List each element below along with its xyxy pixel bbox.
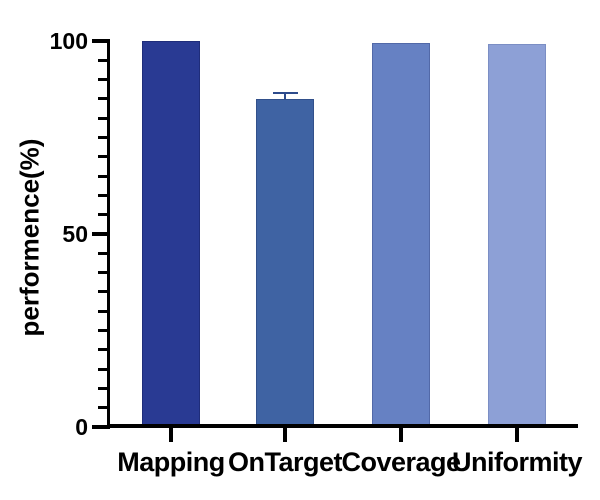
y-axis-minor-tick (98, 136, 108, 139)
y-axis-line (107, 39, 110, 429)
y-axis-minor-tick (98, 78, 108, 82)
y-axis-minor-tick (98, 174, 108, 178)
error-bar-cap (272, 91, 298, 95)
bar-coverage (372, 42, 430, 427)
x-axis-tick (283, 428, 287, 442)
y-axis-minor-tick (98, 251, 108, 255)
x-category-label-coverage: Coverage (341, 447, 461, 477)
y-axis-minor-tick (98, 97, 108, 101)
x-category-label-mapping: Mapping (117, 447, 225, 477)
y-axis-tick-label: 50 (62, 220, 88, 247)
y-axis-tick-label: 100 (49, 27, 88, 54)
x-axis-line (107, 424, 578, 428)
bar-ontarget (256, 98, 314, 427)
y-axis-minor-tick (98, 58, 108, 62)
x-axis-tick (399, 428, 403, 442)
y-axis-major-tick (92, 232, 108, 236)
error-bar-stem (283, 93, 287, 99)
y-axis-minor-tick (98, 406, 108, 410)
y-axis-minor-tick (98, 193, 108, 197)
y-axis-tick-label: 0 (75, 413, 88, 440)
y-axis-minor-tick (98, 290, 108, 294)
x-category-label-uniformity: Uniformity (452, 447, 583, 477)
bar-mapping (142, 41, 200, 427)
x-axis-tick (515, 428, 519, 442)
y-axis-minor-tick (98, 116, 108, 120)
y-axis-minor-tick (98, 329, 108, 332)
x-axis-tick (169, 428, 173, 442)
y-axis-minor-tick (98, 386, 108, 390)
y-axis-major-tick (92, 425, 108, 429)
y-axis-minor-tick (98, 348, 108, 352)
y-axis-minor-tick (98, 271, 108, 275)
y-axis-major-tick (92, 39, 108, 43)
bar-uniformity (488, 44, 546, 427)
y-axis-minor-tick (98, 309, 108, 313)
y-axis-minor-tick (98, 155, 108, 159)
x-category-label-ontarget: OnTarget (227, 447, 343, 477)
y-axis-minor-tick (98, 367, 108, 371)
y-axis-minor-tick (98, 213, 108, 217)
